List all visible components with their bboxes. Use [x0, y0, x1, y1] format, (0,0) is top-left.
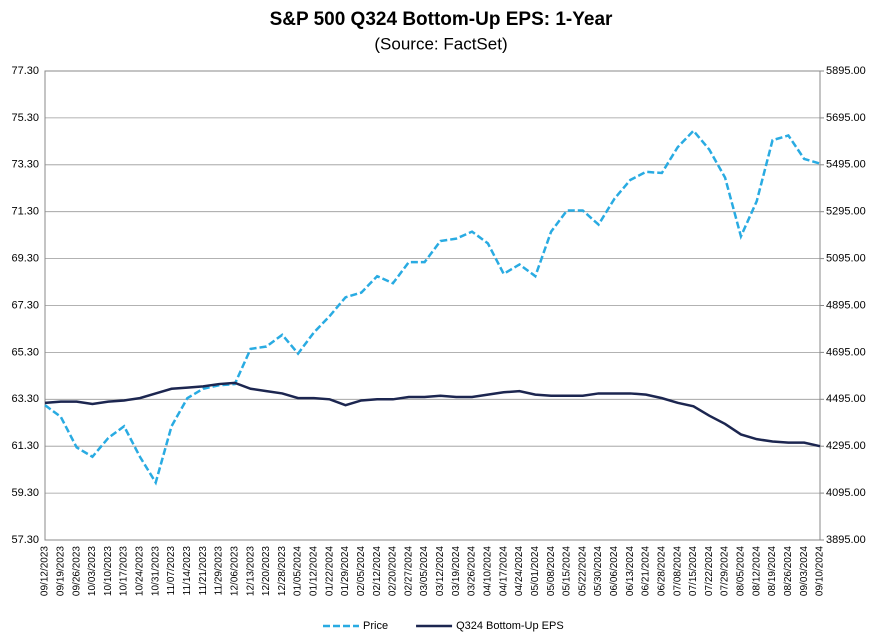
y2-tick-label: 5695.00 [826, 112, 866, 124]
x-tick-label: 03/26/2024 [467, 546, 478, 596]
x-tick-label: 10/03/2023 [87, 546, 98, 596]
x-tick-label: 05/01/2024 [530, 546, 541, 596]
x-tick-label: 09/12/2023 [40, 546, 51, 596]
x-tick-label: 02/27/2024 [403, 546, 414, 596]
x-tick-label: 05/30/2024 [593, 546, 604, 596]
y-tick-label: 61.30 [11, 440, 39, 452]
x-tick-label: 12/06/2023 [229, 546, 240, 596]
x-tick-label: 03/12/2024 [435, 546, 446, 596]
x-tick-label: 02/20/2024 [388, 546, 399, 596]
x-tick-label: 06/13/2024 [625, 546, 636, 596]
y2-tick-label: 3895.00 [826, 534, 866, 546]
x-tick-label: 08/19/2024 [767, 546, 778, 596]
x-tick-label: 09/26/2023 [71, 546, 82, 596]
y2-tick-label: 4295.00 [826, 440, 866, 452]
chart-subtitle: (Source: FactSet) [374, 34, 507, 53]
x-tick-label: 10/24/2023 [135, 546, 146, 596]
y-tick-label: 65.30 [11, 346, 39, 358]
y2-tick-label: 4095.00 [826, 487, 866, 499]
y-tick-label: 59.30 [11, 487, 39, 499]
x-tick-label: 12/13/2023 [245, 546, 256, 596]
y-tick-label: 73.30 [11, 159, 39, 171]
y2-tick-label: 4695.00 [826, 346, 866, 358]
x-tick-label: 08/26/2024 [783, 546, 794, 596]
y-tick-label: 63.30 [11, 393, 39, 405]
x-tick-label: 09/19/2023 [55, 546, 66, 596]
legend-label: Q324 Bottom-Up EPS [456, 620, 564, 632]
series-line [44, 381, 821, 448]
chart-title: S&P 500 Q324 Bottom-Up EPS: 1-Year [270, 9, 613, 30]
x-tick-label: 10/17/2023 [119, 546, 130, 596]
x-tick-label: 01/22/2024 [324, 546, 335, 596]
x-tick-label: 01/05/2024 [293, 546, 304, 596]
x-tick-label: 10/10/2023 [103, 546, 114, 596]
y-tick-label: 67.30 [11, 299, 39, 311]
x-tick-label: 05/08/2024 [546, 546, 557, 596]
y2-tick-label: 4495.00 [826, 393, 866, 405]
x-tick-label: 06/28/2024 [656, 546, 667, 596]
y-tick-label: 57.30 [11, 534, 39, 546]
x-tick-label: 04/10/2024 [482, 546, 493, 596]
x-tick-label: 04/17/2024 [498, 546, 509, 596]
x-tick-label: 10/31/2023 [150, 546, 161, 596]
x-tick-label: 02/12/2024 [372, 546, 383, 596]
y2-tick-label: 4895.00 [826, 299, 866, 311]
x-tick-label: 11/21/2023 [198, 546, 209, 596]
y-tick-label: 71.30 [11, 206, 39, 218]
x-tick-label: 04/24/2024 [514, 546, 525, 596]
x-tick-label: 06/06/2024 [609, 546, 620, 596]
x-tick-label: 01/29/2024 [340, 546, 351, 596]
x-tick-label: 06/21/2024 [641, 546, 652, 596]
y2-tick-label: 5495.00 [826, 159, 866, 171]
x-tick-label: 09/03/2024 [799, 546, 810, 596]
legend-label: Price [363, 620, 388, 632]
x-tick-label: 02/05/2024 [356, 546, 367, 596]
plot-border [44, 70, 821, 541]
x-tick-label: 12/28/2023 [277, 546, 288, 596]
x-tick-label: 11/29/2023 [214, 546, 225, 596]
x-tick-label: 03/19/2024 [451, 546, 462, 596]
y-tick-label: 75.30 [11, 112, 39, 124]
x-tick-label: 07/22/2024 [704, 546, 715, 596]
x-tick-label: 05/22/2024 [577, 546, 588, 596]
x-tick-label: 08/05/2024 [736, 546, 747, 596]
x-tick-label: 09/10/2024 [815, 546, 826, 596]
x-tick-label: 03/05/2024 [419, 546, 430, 596]
x-tick-label: 11/07/2023 [166, 546, 177, 596]
x-tick-label: 07/29/2024 [720, 546, 731, 596]
y-tick-label: 77.30 [11, 65, 39, 77]
y2-tick-label: 5895.00 [826, 65, 866, 77]
y-tick-label: 69.30 [11, 253, 39, 265]
y2-tick-label: 5295.00 [826, 206, 866, 218]
x-tick-label: 07/08/2024 [672, 546, 683, 596]
x-tick-label: 08/12/2024 [751, 546, 762, 596]
x-tick-label: 12/20/2023 [261, 546, 272, 596]
series-line [44, 128, 821, 486]
x-tick-label: 11/14/2023 [182, 546, 193, 596]
x-tick-label: 07/15/2024 [688, 546, 699, 596]
y2-tick-label: 5095.00 [826, 253, 866, 265]
x-tick-label: 05/15/2024 [562, 546, 573, 596]
x-tick-label: 01/12/2024 [309, 546, 320, 596]
